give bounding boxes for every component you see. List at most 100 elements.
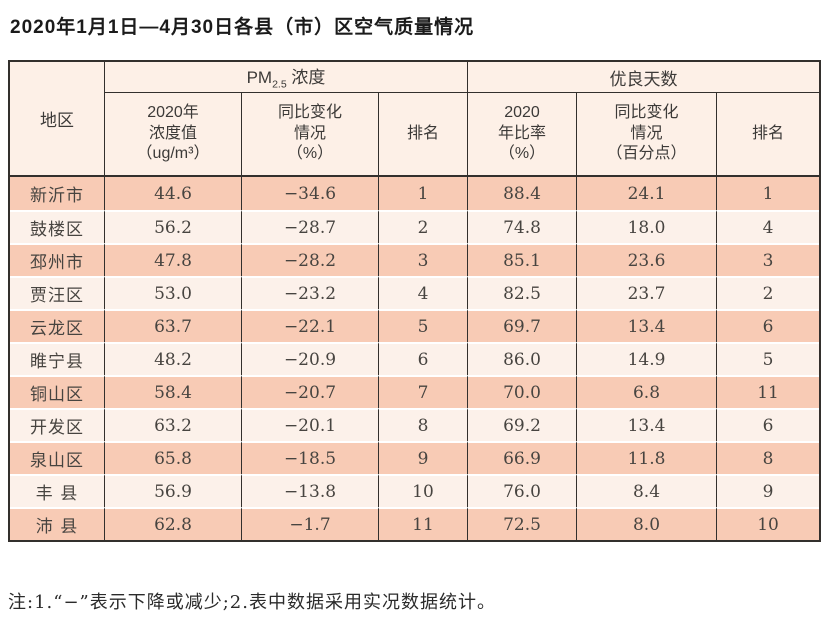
good-change-cell: 13.4 bbox=[577, 309, 717, 342]
table-row: 邳州市 47.8 −28.2 3 85.1 23.6 3 bbox=[10, 243, 820, 276]
pm-change-cell: −20.1 bbox=[242, 408, 379, 441]
good-rate-cell: 72.5 bbox=[468, 507, 577, 540]
pm-value-cell: 47.8 bbox=[105, 243, 242, 276]
region-cell: 铜山区 bbox=[10, 375, 105, 408]
good-change-cell: 8.0 bbox=[577, 507, 717, 540]
pm-label: PM bbox=[246, 68, 273, 88]
pm-value-cell: 62.8 bbox=[105, 507, 242, 540]
good-rate-cell: 70.0 bbox=[468, 375, 577, 408]
column-header-good-rate: 2020 年比率 （%） bbox=[468, 93, 577, 177]
column-header-good-change: 同比变化 情况 （百分点） bbox=[577, 93, 717, 177]
good-change-cell: 14.9 bbox=[577, 342, 717, 375]
pm-value-cell: 58.4 bbox=[105, 375, 242, 408]
pm-rank-cell: 1 bbox=[379, 177, 468, 210]
pm-rank-cell: 5 bbox=[379, 309, 468, 342]
region-cell: 云龙区 bbox=[10, 309, 105, 342]
group-header-row: 地区 PM2.5 浓度 优良天数 bbox=[10, 62, 820, 177]
pm-change-cell: −1.7 bbox=[242, 507, 379, 540]
sub-header-row: 2020年 浓度值 （ug/m³） 同比变化 情况 （%） 排名 2020 年比… bbox=[10, 93, 820, 177]
good-rate-cell: 74.8 bbox=[468, 210, 577, 243]
pm-value-cell: 63.2 bbox=[105, 408, 242, 441]
region-cell: 鼓楼区 bbox=[10, 210, 105, 243]
good-rank-cell: 4 bbox=[717, 210, 820, 243]
air-quality-table: 地区 PM2.5 浓度 优良天数 2020年 浓度值 （ug/m³） 同比变化 … bbox=[8, 60, 822, 542]
good-change-cell: 6.8 bbox=[577, 375, 717, 408]
pm-change-cell: −23.2 bbox=[242, 276, 379, 309]
good-rate-cell: 69.2 bbox=[468, 408, 577, 441]
good-change-cell: 24.1 bbox=[577, 177, 717, 210]
pm-change-cell: −20.9 bbox=[242, 342, 379, 375]
pm-rank-cell: 7 bbox=[379, 375, 468, 408]
column-header-pm-change: 同比变化 情况 （%） bbox=[242, 93, 379, 177]
table-row: 沛 县 62.8 −1.7 11 72.5 8.0 10 bbox=[10, 507, 820, 540]
pm-rank-cell: 3 bbox=[379, 243, 468, 276]
good-rank-cell: 9 bbox=[717, 474, 820, 507]
table-header: 地区 PM2.5 浓度 优良天数 2020年 浓度值 （ug/m³） 同比变化 … bbox=[10, 62, 820, 177]
pm-change-cell: −13.8 bbox=[242, 474, 379, 507]
pm-rank-cell: 8 bbox=[379, 408, 468, 441]
table-body: 新沂市 44.6 −34.6 1 88.4 24.1 1 鼓楼区 56.2 −28.7 2 74.8 1… bbox=[10, 177, 820, 540]
good-rank-cell: 10 bbox=[717, 507, 820, 540]
good-rank-cell: 8 bbox=[717, 441, 820, 474]
good-change-cell: 18.0 bbox=[577, 210, 717, 243]
pm-value-cell: 63.7 bbox=[105, 309, 242, 342]
region-cell: 丰 县 bbox=[10, 474, 105, 507]
good-rate-cell: 76.0 bbox=[468, 474, 577, 507]
pm-change-cell: −20.7 bbox=[242, 375, 379, 408]
good-rate-cell: 85.1 bbox=[468, 243, 577, 276]
pm-value-cell: 56.2 bbox=[105, 210, 242, 243]
good-rank-cell: 2 bbox=[717, 276, 820, 309]
table-row: 睢宁县 48.2 −20.9 6 86.0 14.9 5 bbox=[10, 342, 820, 375]
region-cell: 邳州市 bbox=[10, 243, 105, 276]
good-change-cell: 11.8 bbox=[577, 441, 717, 474]
table-row: 云龙区 63.7 −22.1 5 69.7 13.4 6 bbox=[10, 309, 820, 342]
region-cell: 泉山区 bbox=[10, 441, 105, 474]
column-header-pm-rank: 排名 bbox=[379, 93, 468, 177]
region-cell: 睢宁县 bbox=[10, 342, 105, 375]
table-row: 开发区 63.2 −20.1 8 69.2 13.4 6 bbox=[10, 408, 820, 441]
good-change-cell: 8.4 bbox=[577, 474, 717, 507]
pm-rank-cell: 6 bbox=[379, 342, 468, 375]
good-change-cell: 13.4 bbox=[577, 408, 717, 441]
pm-change-cell: −34.6 bbox=[242, 177, 379, 210]
region-cell: 开发区 bbox=[10, 408, 105, 441]
region-cell: 沛 县 bbox=[10, 507, 105, 540]
pm-value-cell: 53.0 bbox=[105, 276, 242, 309]
good-rank-cell: 6 bbox=[717, 309, 820, 342]
good-change-cell: 23.6 bbox=[577, 243, 717, 276]
pm-change-cell: −28.7 bbox=[242, 210, 379, 243]
pm-value-cell: 48.2 bbox=[105, 342, 242, 375]
table-row: 新沂市 44.6 −34.6 1 88.4 24.1 1 bbox=[10, 177, 820, 210]
good-rate-cell: 88.4 bbox=[468, 177, 577, 210]
pm-rank-cell: 2 bbox=[379, 210, 468, 243]
pm-rank-cell: 9 bbox=[379, 441, 468, 474]
pm-value-cell: 56.9 bbox=[105, 474, 242, 507]
good-rate-cell: 69.7 bbox=[468, 309, 577, 342]
good-rate-cell: 82.5 bbox=[468, 276, 577, 309]
table-row: 贾汪区 53.0 −23.2 4 82.5 23.7 2 bbox=[10, 276, 820, 309]
pm-rank-cell: 10 bbox=[379, 474, 468, 507]
page-title: 2020年1月1日—4月30日各县（市）区空气质量情况 bbox=[10, 17, 475, 38]
good-rank-cell: 3 bbox=[717, 243, 820, 276]
good-rank-cell: 11 bbox=[717, 375, 820, 408]
pm-subscript: 2.5 bbox=[272, 78, 287, 91]
footnote: 注:1.“−”表示下降或减少;2.表中数据采用实况数据统计。 bbox=[8, 592, 496, 613]
pm-change-cell: −18.5 bbox=[242, 441, 379, 474]
pm-value-cell: 65.8 bbox=[105, 441, 242, 474]
column-header-region: 地区 bbox=[10, 62, 105, 177]
group-header-good-days: 优良天数 bbox=[468, 62, 820, 93]
table-row: 丰 县 56.9 −13.8 10 76.0 8.4 9 bbox=[10, 474, 820, 507]
pm-change-cell: −28.2 bbox=[242, 243, 379, 276]
table-row: 铜山区 58.4 −20.7 7 70.0 6.8 11 bbox=[10, 375, 820, 408]
column-header-pm-value: 2020年 浓度值 （ug/m³） bbox=[105, 93, 242, 177]
pm-value-cell: 44.6 bbox=[105, 177, 242, 210]
good-rank-cell: 6 bbox=[717, 408, 820, 441]
good-change-cell: 23.7 bbox=[577, 276, 717, 309]
region-cell: 贾汪区 bbox=[10, 276, 105, 309]
table-row: 鼓楼区 56.2 −28.7 2 74.8 18.0 4 bbox=[10, 210, 820, 243]
pm-change-cell: −22.1 bbox=[242, 309, 379, 342]
pm-rank-cell: 11 bbox=[379, 507, 468, 540]
good-rate-cell: 66.9 bbox=[468, 441, 577, 474]
good-rank-cell: 5 bbox=[717, 342, 820, 375]
